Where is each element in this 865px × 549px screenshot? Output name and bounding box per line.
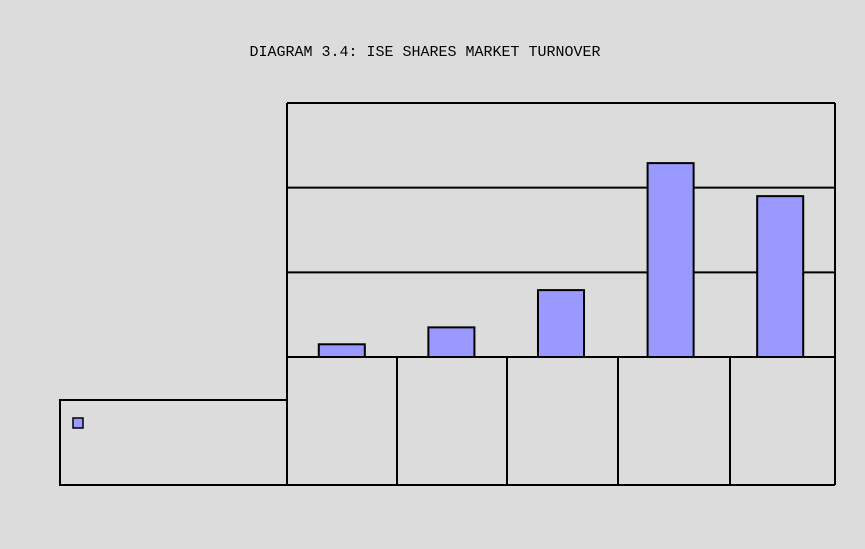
data-table <box>59 357 836 486</box>
bar <box>317 343 366 358</box>
bar <box>756 195 805 358</box>
bar <box>427 326 476 359</box>
bar <box>646 162 695 358</box>
chart-title: DIAGRAM 3.4: ISE SHARES MARKET TURNOVER <box>249 44 600 61</box>
bar <box>536 289 586 359</box>
legend-swatch <box>72 417 84 429</box>
